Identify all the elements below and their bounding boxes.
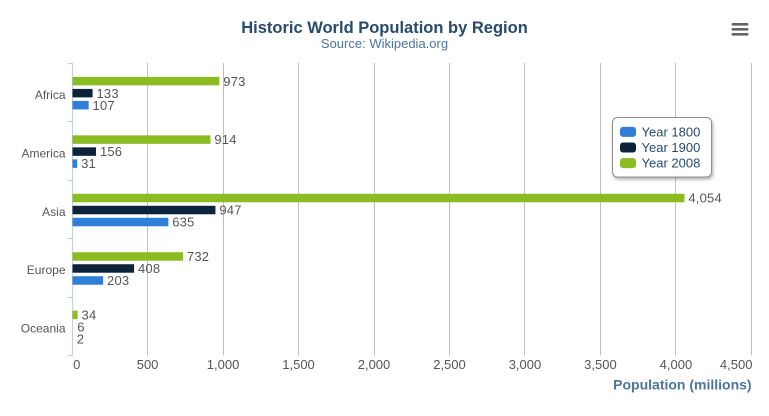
svg-text:Asia: Asia [42, 205, 66, 219]
svg-text:973: 973 [223, 74, 245, 89]
svg-text:Oceania: Oceania [21, 322, 66, 336]
svg-text:3,500: 3,500 [584, 357, 617, 372]
svg-text:732: 732 [187, 249, 209, 264]
svg-text:635: 635 [172, 215, 194, 230]
svg-text:107: 107 [93, 98, 115, 113]
svg-text:Europe: Europe [27, 263, 66, 277]
svg-text:500: 500 [137, 357, 159, 372]
svg-text:947: 947 [219, 203, 241, 218]
svg-text:4,500: 4,500 [720, 357, 753, 372]
svg-text:6: 6 [77, 320, 84, 335]
svg-text:1,000: 1,000 [207, 357, 240, 372]
svg-text:1,500: 1,500 [282, 357, 315, 372]
svg-text:31: 31 [81, 156, 96, 171]
svg-text:2,500: 2,500 [433, 357, 466, 372]
svg-text:203: 203 [107, 273, 129, 288]
svg-text:Year 1800: Year 1800 [642, 124, 701, 139]
svg-text:Population (millions): Population (millions) [613, 377, 751, 393]
svg-text:Historic World Population by R: Historic World Population by Region [241, 19, 528, 37]
svg-text:Year 1900: Year 1900 [642, 140, 701, 155]
svg-text:Year 2008: Year 2008 [642, 156, 701, 171]
svg-text:America: America [21, 146, 65, 160]
svg-text:2,000: 2,000 [358, 357, 391, 372]
svg-text:156: 156 [100, 144, 122, 159]
svg-text:133: 133 [96, 86, 118, 101]
svg-text:4,054: 4,054 [688, 191, 722, 206]
svg-text:2: 2 [77, 332, 84, 347]
svg-text:0: 0 [73, 357, 80, 372]
svg-text:34: 34 [82, 308, 97, 323]
svg-text:Africa: Africa [35, 88, 66, 102]
svg-text:4,000: 4,000 [660, 357, 693, 372]
svg-text:914: 914 [214, 132, 236, 147]
svg-text:Source: Wikipedia.org: Source: Wikipedia.org [321, 36, 448, 51]
svg-text:3,000: 3,000 [509, 357, 542, 372]
svg-text:408: 408 [138, 261, 160, 276]
